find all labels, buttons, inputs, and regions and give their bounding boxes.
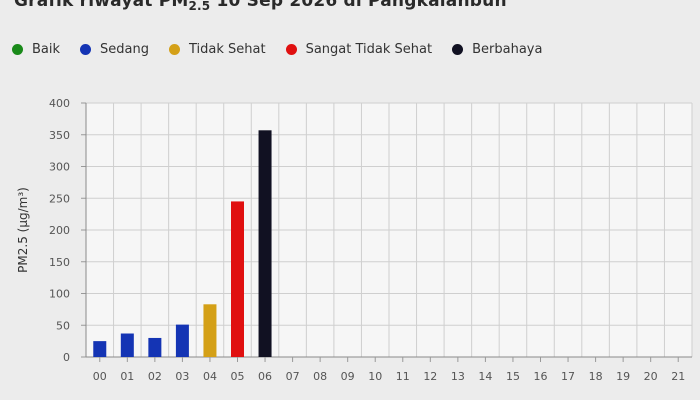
bar-02 [148,337,162,357]
x-tick-label: 01 [120,370,134,383]
y-tick-label: 200 [49,224,70,237]
x-tick-label: 11 [396,370,410,383]
bar-03 [175,324,189,357]
legend-dot-icon [285,43,297,55]
chart-title-prefix: Grafik riwayat PM [14,0,189,11]
x-tick-label: 10 [368,370,382,383]
legend-label: Baik [32,41,61,57]
x-tick-label: 15 [506,370,520,383]
y-axis-title: PM2.5 (µg/m³) [16,187,30,273]
x-tick-label: 16 [534,370,548,383]
x-tick-label: 19 [616,370,630,383]
y-tick-label: 250 [49,192,70,205]
x-tick-label: 06 [258,370,272,383]
x-tick-label: 14 [478,370,492,383]
y-tick-label: 0 [63,351,70,364]
bar-06 [258,130,272,357]
legend-item-sangat-tidak-sehat[interactable]: Sangat Tidak Sehat [285,41,433,57]
legend-label: Sangat Tidak Sehat [305,41,433,57]
x-tick-label: 18 [589,370,603,383]
legend-dot-icon [80,43,92,55]
legend-label: Tidak Sehat [189,41,266,57]
chart-title-subscript: 2.5 [188,0,211,13]
bar-00 [93,341,107,357]
bar-01 [120,333,134,357]
chart-title-suffix: 10 Sep 2026 di Pangkalanbun [210,0,507,11]
y-tick-label: 350 [49,129,70,142]
x-tick-label: 17 [561,370,575,383]
y-tick-label: 100 [49,288,70,301]
x-tick-label: 03 [175,370,189,383]
legend-dot-icon [169,43,180,55]
chart-title: Grafik riwayat PM2.5 10 Sep 2026 di Pang… [14,0,507,13]
x-tick-label: 07 [286,370,300,383]
x-tick-label: 09 [341,370,355,383]
x-tick-label: 05 [231,370,245,383]
y-tick-label: 150 [49,256,70,269]
y-tick-label: 50 [56,319,70,332]
x-tick-label: 02 [148,370,162,383]
chart-legend: Baik Sedang Tidak Sehat Sangat Tidak Seh… [12,39,562,59]
legend-item-tidak-sehat[interactable]: Tidak Sehat [169,42,266,57]
x-tick-label: 04 [203,370,217,383]
legend-item-baik[interactable]: Baik [12,42,60,57]
y-tick-label: 300 [49,161,70,174]
x-tick-label: 12 [423,370,437,383]
legend-label: Berbahaya [472,41,543,57]
legend-dot-icon [452,43,464,55]
legend-dot-icon [12,43,23,55]
x-tick-label: 00 [93,370,107,383]
bar-05 [231,201,244,357]
x-tick-label: 21 [671,370,685,383]
legend-item-berbahaya[interactable]: Berbahaya [452,42,542,57]
legend-label: Sedang [100,41,149,57]
bar-04 [203,304,217,357]
x-tick-label: 08 [313,370,327,383]
x-tick-label: 13 [451,370,465,383]
legend-item-sedang[interactable]: Sedang [80,42,149,57]
x-tick-label: 20 [644,370,658,383]
y-tick-label: 400 [49,97,70,110]
